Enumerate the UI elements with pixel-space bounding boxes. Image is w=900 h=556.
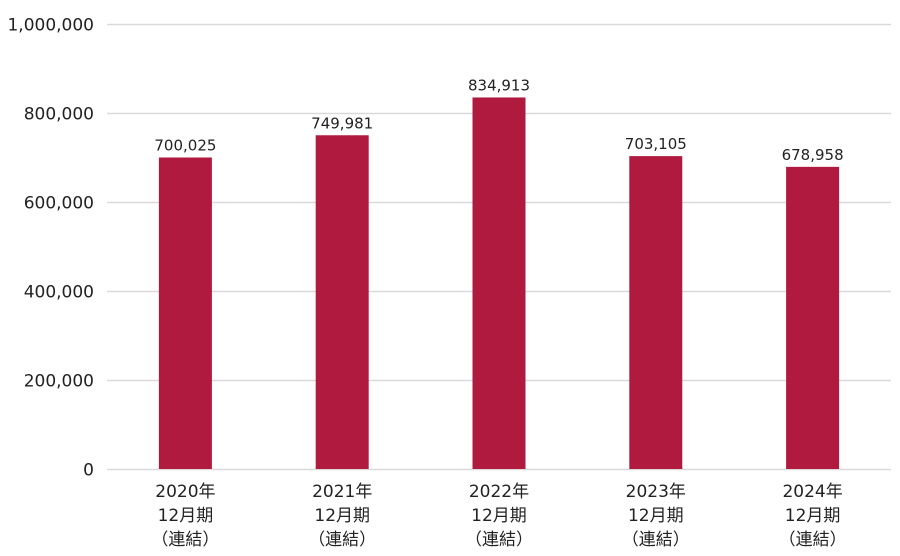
data-labels: 700,025 749,981 834,913 703,105 678,958 (154, 76, 843, 163)
y-tick-label: 1,000,000 (7, 16, 94, 36)
x-category-label: 12月期 (471, 506, 527, 526)
y-tick-label: 800,000 (24, 105, 94, 125)
bar-value-label: 678,958 (782, 146, 844, 164)
x-category-label: 2020年 (155, 482, 215, 502)
x-category-label: （連結） (308, 530, 376, 550)
x-category-label: 12月期 (158, 506, 214, 526)
x-category-label: （連結） (465, 530, 533, 550)
x-category-label: 12月期 (314, 506, 370, 526)
x-category-label: （連結） (622, 530, 690, 550)
y-tick-label: 200,000 (24, 372, 94, 392)
x-axis-category-labels: 2020年 12月期 （連結） 2021年 12月期 （連結） 2022年 12月期 （連結） 2… (151, 482, 846, 550)
bar (472, 97, 526, 469)
x-category-label: 12月期 (628, 506, 684, 526)
bar (158, 157, 212, 469)
bar-value-label: 703,105 (625, 135, 687, 153)
bar (629, 156, 683, 469)
y-axis-tick-labels: 0 200,000 400,000 600,000 800,000 1,000,000 (7, 16, 94, 481)
x-category-label: 12月期 (785, 506, 841, 526)
y-tick-label: 400,000 (24, 283, 94, 303)
bars (158, 97, 840, 469)
x-category-label: 2022年 (469, 482, 529, 502)
x-category-label: 2024年 (782, 482, 842, 502)
bar (786, 166, 840, 469)
x-category-label: （連結） (779, 530, 847, 550)
bar-value-label: 834,913 (468, 76, 530, 94)
x-category-label: 2021年 (312, 482, 372, 502)
bar-value-label: 700,025 (154, 136, 216, 154)
bar (315, 135, 369, 469)
bar-value-label: 749,981 (311, 114, 373, 132)
x-category-label: 2023年 (626, 482, 686, 502)
x-category-label: （連結） (151, 530, 219, 550)
y-tick-label: 0 (83, 461, 94, 481)
y-tick-label: 600,000 (24, 194, 94, 214)
